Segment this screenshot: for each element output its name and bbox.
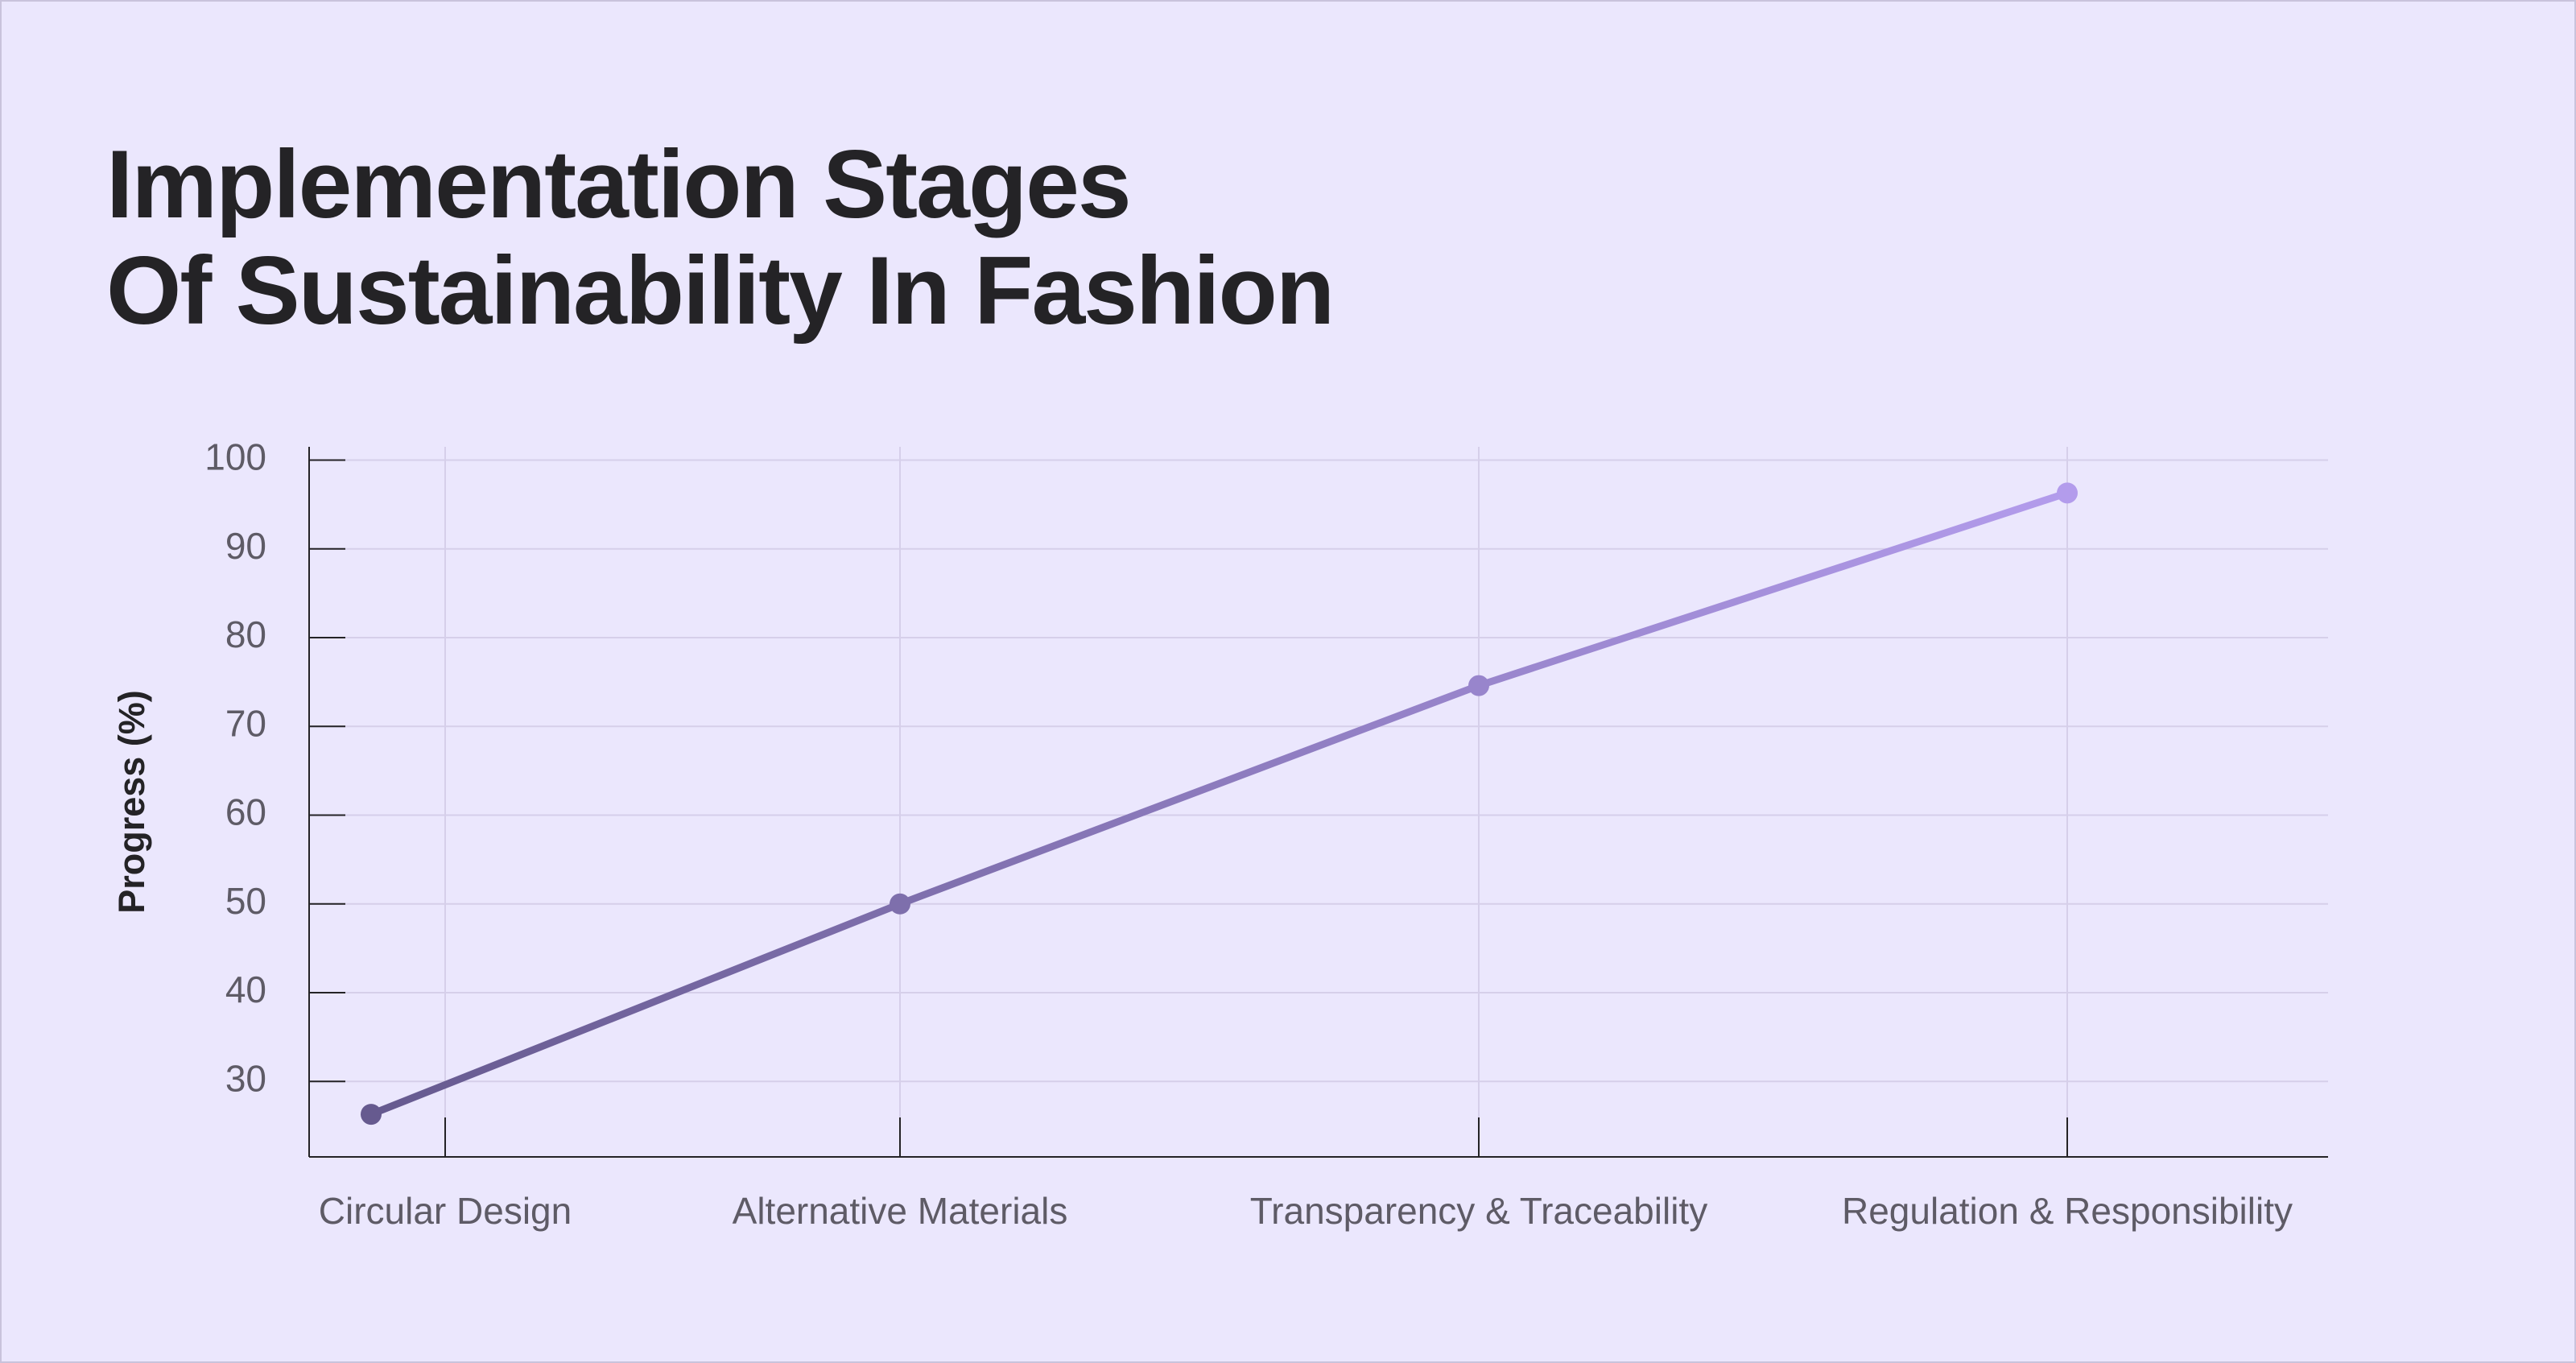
chart-title: Implementation Stages <box>106 130 1130 238</box>
point <box>1468 675 1489 696</box>
y-tick-label: 80 <box>225 613 266 655</box>
x-tick-label: Regulation & Responsibility <box>1842 1190 2293 1232</box>
y-tick-label: 100 <box>204 436 266 478</box>
y-tick-label: 90 <box>225 525 266 567</box>
y-tick-label: 30 <box>225 1057 266 1099</box>
y-tick-label: 70 <box>225 702 266 744</box>
y-tick-label: 50 <box>225 880 266 922</box>
y-axis-title: Progress (%) <box>111 690 152 914</box>
x-tick-label: Transparency & Traceability <box>1250 1190 1707 1232</box>
y-tick-label: 40 <box>225 969 266 1010</box>
point <box>2057 482 2078 504</box>
point <box>361 1104 382 1126</box>
line <box>367 489 2071 1118</box>
y-tick-label: 60 <box>225 791 266 833</box>
point <box>890 893 910 915</box>
chart-title: Of Sustainability In Fashion <box>106 237 1333 345</box>
x-tick-label: Alternative Materials <box>733 1190 1068 1232</box>
x-tick-label: Circular Design <box>319 1190 572 1232</box>
